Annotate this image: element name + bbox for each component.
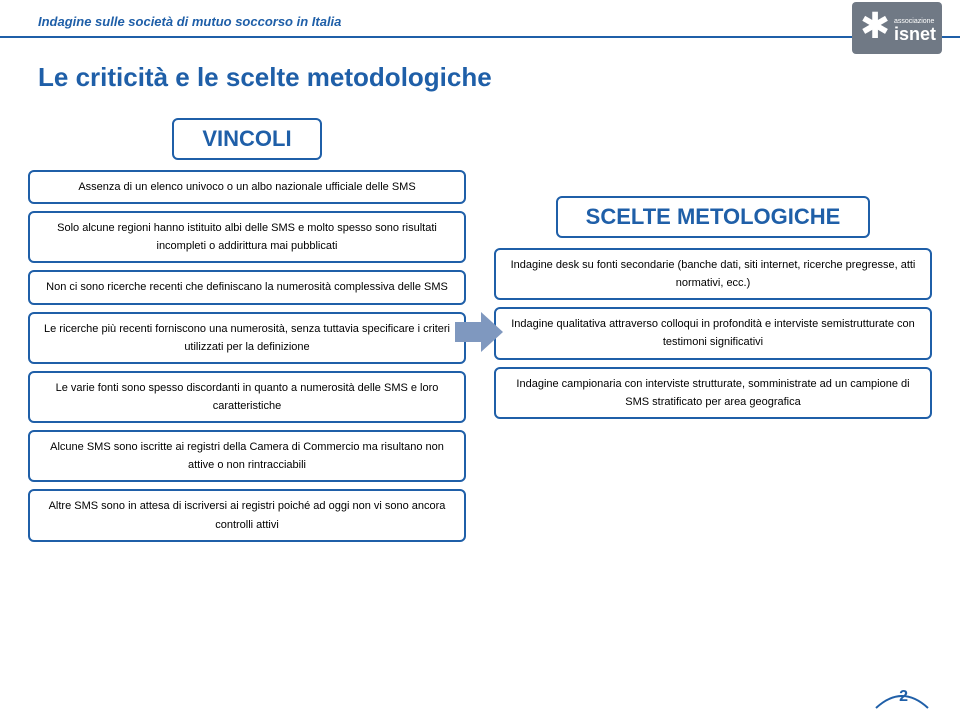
scelte-heading: SCELTE METOLOGICHE	[556, 196, 871, 238]
document-header-title: Indagine sulle società di mutuo soccorso…	[38, 14, 341, 29]
logo-isnet: ✱ associazione isnet	[852, 2, 942, 54]
vincoli-card: Alcune SMS sono iscritte ai registri del…	[28, 430, 466, 482]
header-divider	[0, 36, 960, 38]
vincoli-card: Solo alcune regioni hanno istituito albi…	[28, 211, 466, 263]
arrow-right-icon	[455, 308, 503, 356]
vincoli-heading: VINCOLI	[172, 118, 321, 160]
scelte-column: SCELTE METOLOGICHE Indagine desk su font…	[494, 118, 932, 549]
vincoli-card: Altre SMS sono in attesa di iscriversi a…	[28, 489, 466, 541]
asterisk-icon: ✱	[860, 8, 890, 44]
logo-name: isnet	[894, 28, 936, 40]
page-title: Le criticità e le scelte metodologiche	[38, 62, 492, 93]
page-number: 2	[899, 688, 908, 706]
scelte-card: Indagine desk su fonti secondarie (banch…	[494, 248, 932, 300]
vincoli-column: VINCOLI Assenza di un elenco univoco o u…	[28, 118, 466, 549]
scelte-card: Indagine campionaria con interviste stru…	[494, 367, 932, 419]
scelte-card: Indagine qualitativa attraverso colloqui…	[494, 307, 932, 359]
vincoli-card: Le ricerche più recenti forniscono una n…	[28, 312, 466, 364]
vincoli-card: Assenza di un elenco univoco o un albo n…	[28, 170, 466, 204]
vincoli-card: Non ci sono ricerche recenti che definis…	[28, 270, 466, 304]
vincoli-card: Le varie fonti sono spesso discordanti i…	[28, 371, 466, 423]
